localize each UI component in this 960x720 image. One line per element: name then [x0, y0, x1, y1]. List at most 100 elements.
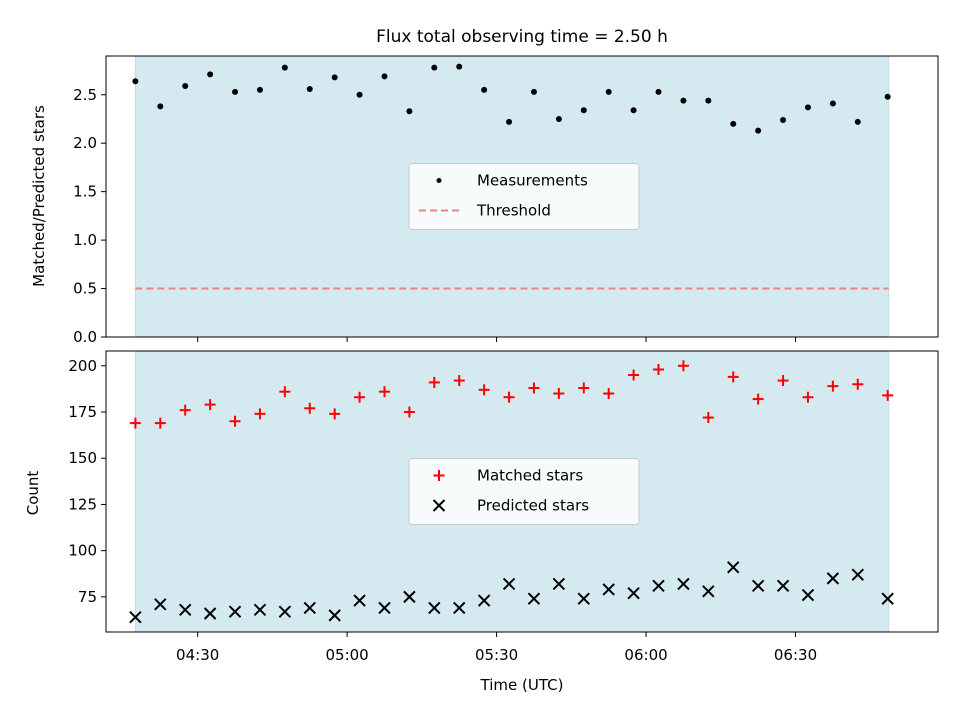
top-point [456, 63, 463, 70]
bottom-point [628, 369, 640, 381]
top-legend: Measurements Threshold [408, 163, 640, 230]
top-series-0 [132, 63, 891, 134]
bottom-point [328, 609, 341, 622]
top-point [655, 88, 662, 95]
top-point [630, 107, 637, 114]
bottom-point [727, 371, 739, 383]
bottom-point [403, 590, 416, 604]
top-point [829, 100, 836, 107]
top-point [580, 107, 587, 114]
top-point [605, 88, 612, 95]
bottom-point [602, 583, 615, 596]
top-y-tick-label: 2.0 [73, 134, 97, 152]
bottom-point [702, 412, 714, 424]
bottom-point [154, 417, 166, 429]
bottom-series-1 [129, 561, 894, 624]
bottom-point [228, 605, 242, 618]
bottom-y-tick-label: 150 [68, 449, 97, 467]
bottom-y-tick-label: 75 [78, 588, 97, 606]
top-point [506, 118, 513, 125]
top-point [431, 64, 438, 71]
top-point [680, 97, 687, 104]
bottom-point [129, 611, 142, 624]
bottom-point [204, 399, 216, 411]
bottom-point [727, 561, 740, 574]
top-point [256, 86, 263, 93]
bottom-point [428, 376, 440, 388]
bottom-point [253, 603, 267, 617]
bottom-point [702, 585, 715, 598]
top-point [730, 120, 737, 127]
bottom-point [553, 388, 565, 400]
bottom-point [882, 389, 894, 401]
bottom-point [229, 415, 241, 427]
bottom-point [303, 601, 316, 615]
bottom-y-axis-label: Count [24, 471, 42, 516]
legend-label: Threshold [476, 202, 551, 220]
top-y-tick-label: 0.5 [73, 280, 97, 298]
top-point [780, 116, 787, 123]
bottom-point [578, 382, 590, 394]
bottom-point [677, 360, 689, 372]
legend-label: Matched stars [477, 467, 583, 485]
bottom-point [129, 417, 141, 429]
top-panel: 0.0 0.5 1.0 1.5 2.0 2.5 Measurements Threshold [73, 55, 939, 346]
top-point [182, 83, 189, 90]
bottom-panel: 75 100 125 150 175 200 04:30 05:00 05:30 06:00 06:… [68, 350, 939, 664]
bottom-point [851, 568, 864, 581]
bottom-point [826, 572, 840, 585]
top-y-tick-label: 1.5 [73, 183, 97, 201]
legend-label: Measurements [477, 172, 588, 190]
bottom-point [278, 605, 292, 618]
bottom-point [827, 380, 839, 392]
bottom-series-0 [129, 360, 894, 429]
top-y-axis-label: Matched/Predicted stars [30, 105, 48, 287]
bottom-point [279, 386, 291, 398]
top-point [884, 93, 891, 100]
top-point [406, 108, 413, 115]
bottom-point [627, 586, 640, 600]
top-point [232, 88, 239, 95]
top-point [306, 85, 313, 92]
bottom-point [801, 588, 815, 602]
bottom-point [802, 391, 814, 403]
bottom-point [528, 382, 540, 394]
top-y-tick-label: 0.0 [73, 328, 97, 346]
top-point [331, 74, 338, 81]
legend-label: Predicted stars [477, 497, 589, 515]
legend-marker [432, 499, 446, 512]
bottom-point [776, 579, 790, 592]
x-tick-label: 06:00 [624, 646, 667, 664]
bottom-point [552, 577, 566, 591]
bottom-point [852, 378, 864, 390]
legend-marker [433, 470, 445, 481]
top-point [530, 88, 537, 95]
bottom-point [653, 363, 665, 375]
top-y-tick-label: 1.0 [73, 231, 97, 249]
bottom-legend: Matched stars Predicted stars [408, 458, 640, 525]
x-tick-label: 04:30 [176, 646, 219, 664]
bottom-point [751, 579, 765, 592]
bottom-point [881, 592, 894, 605]
top-point [281, 64, 288, 71]
bottom-point [478, 384, 490, 396]
top-point [157, 103, 164, 110]
bottom-point [453, 601, 466, 615]
bottom-point [179, 404, 191, 416]
top-point [705, 97, 712, 104]
top-point [356, 91, 363, 98]
bottom-y-tick-label: 125 [68, 495, 97, 513]
bottom-legend-box [408, 458, 640, 525]
bottom-y-tick-label: 100 [68, 542, 97, 560]
bottom-point [428, 601, 441, 615]
bottom-point [179, 603, 192, 617]
bottom-point [577, 592, 590, 605]
bottom-point [154, 598, 167, 611]
chart-title: Flux total observing time = 2.50 h [376, 27, 668, 47]
x-tick-label: 05:30 [475, 646, 518, 664]
bottom-y-tick-label: 175 [68, 403, 97, 421]
legend-marker [436, 178, 442, 183]
bottom-point [502, 577, 516, 591]
x-axis-label: Time (UTC) [480, 676, 564, 694]
